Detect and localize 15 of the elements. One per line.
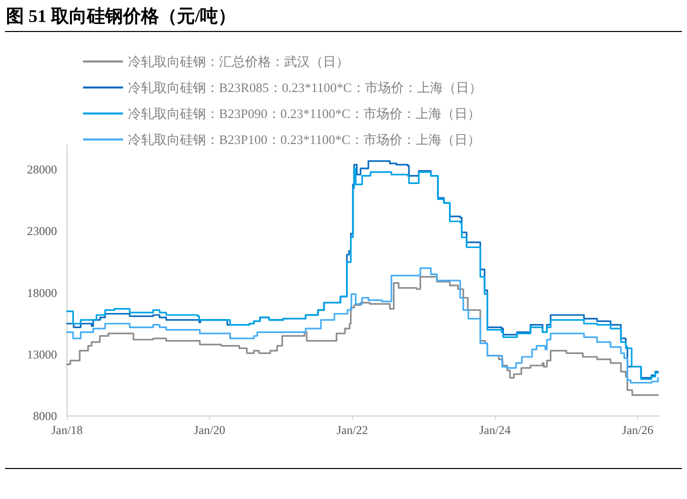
x-tick-label: Jan/22 (336, 423, 368, 437)
y-tick-label: 8000 (33, 409, 57, 423)
x-tick-label: Jan/20 (194, 423, 226, 437)
legend-label: 冷轧取向硅钢：B23P090：0.23*1100*C：市场价：上海（日） (128, 106, 480, 121)
y-tick-label: 13000 (27, 347, 57, 362)
y-tick-label: 18000 (27, 286, 57, 300)
x-tick-label: Jan/26 (622, 423, 654, 437)
y-tick-label: 28000 (27, 162, 57, 177)
y-tick-label: 23000 (27, 224, 57, 238)
legend-label: 冷轧取向硅钢：汇总价格：武汉（日） (128, 54, 349, 69)
chart-title: 图 51 取向硅钢价格（元/吨） (6, 5, 236, 27)
x-tick-label: Jan/18 (51, 423, 83, 437)
x-tick-label: Jan/24 (479, 423, 511, 437)
legend-label: 冷轧取向硅钢：B23R085：0.23*1100*C：市场价：上海（日） (128, 80, 482, 95)
legend-label: 冷轧取向硅钢：B23P100：0.23*1100*C：市场价：上海（日） (128, 132, 480, 147)
